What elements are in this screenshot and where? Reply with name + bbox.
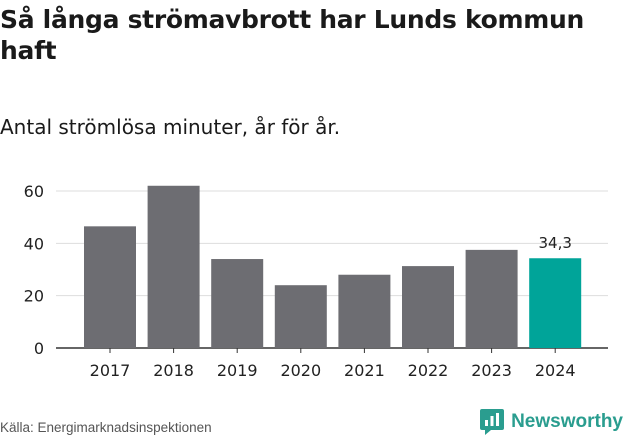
source-note: Källa: Energimarknadsinspektionen [0,420,212,435]
y-tick-label: 20 [24,287,44,306]
bar-2023[interactable] [465,249,518,348]
newsworthy-logo-text: Newsworthy [511,411,623,432]
bar-2018[interactable] [147,185,200,348]
newsworthy-logo-icon [480,409,505,435]
y-tick-label: 40 [24,234,44,253]
bar-chart: 0 20 40 60 2017 2018 2019 2020 2021 2022 2023 2024 3… [24,182,608,380]
y-tick-label: 0 [34,339,44,358]
bar-2017[interactable] [84,226,136,348]
bar-2020[interactable] [274,285,327,348]
x-tick-label: 2019 [217,361,258,380]
y-tick-label: 60 [24,182,44,201]
x-tick-label: 2021 [344,361,385,380]
x-tick-label: 2024 [535,361,576,380]
x-tick-label: 2020 [280,361,321,380]
chart-subtitle: Antal strömlösa minuter, år för år. [0,115,341,139]
bar-2021[interactable] [338,274,391,348]
bar-2019[interactable] [211,259,264,348]
bar-2022[interactable] [402,266,454,348]
x-tick-label: 2017 [90,361,131,380]
x-tick-label: 2018 [153,361,194,380]
chart-title: Så långa strömavbrott har Lunds kommun h… [0,5,584,65]
x-tick-label: 2023 [471,361,512,380]
newsworthy-logo[interactable]: Newsworthy [479,407,623,437]
data-label-2024: 34,3 [538,234,571,252]
bar-2024[interactable] [529,258,582,348]
x-tick-label: 2022 [408,361,449,380]
